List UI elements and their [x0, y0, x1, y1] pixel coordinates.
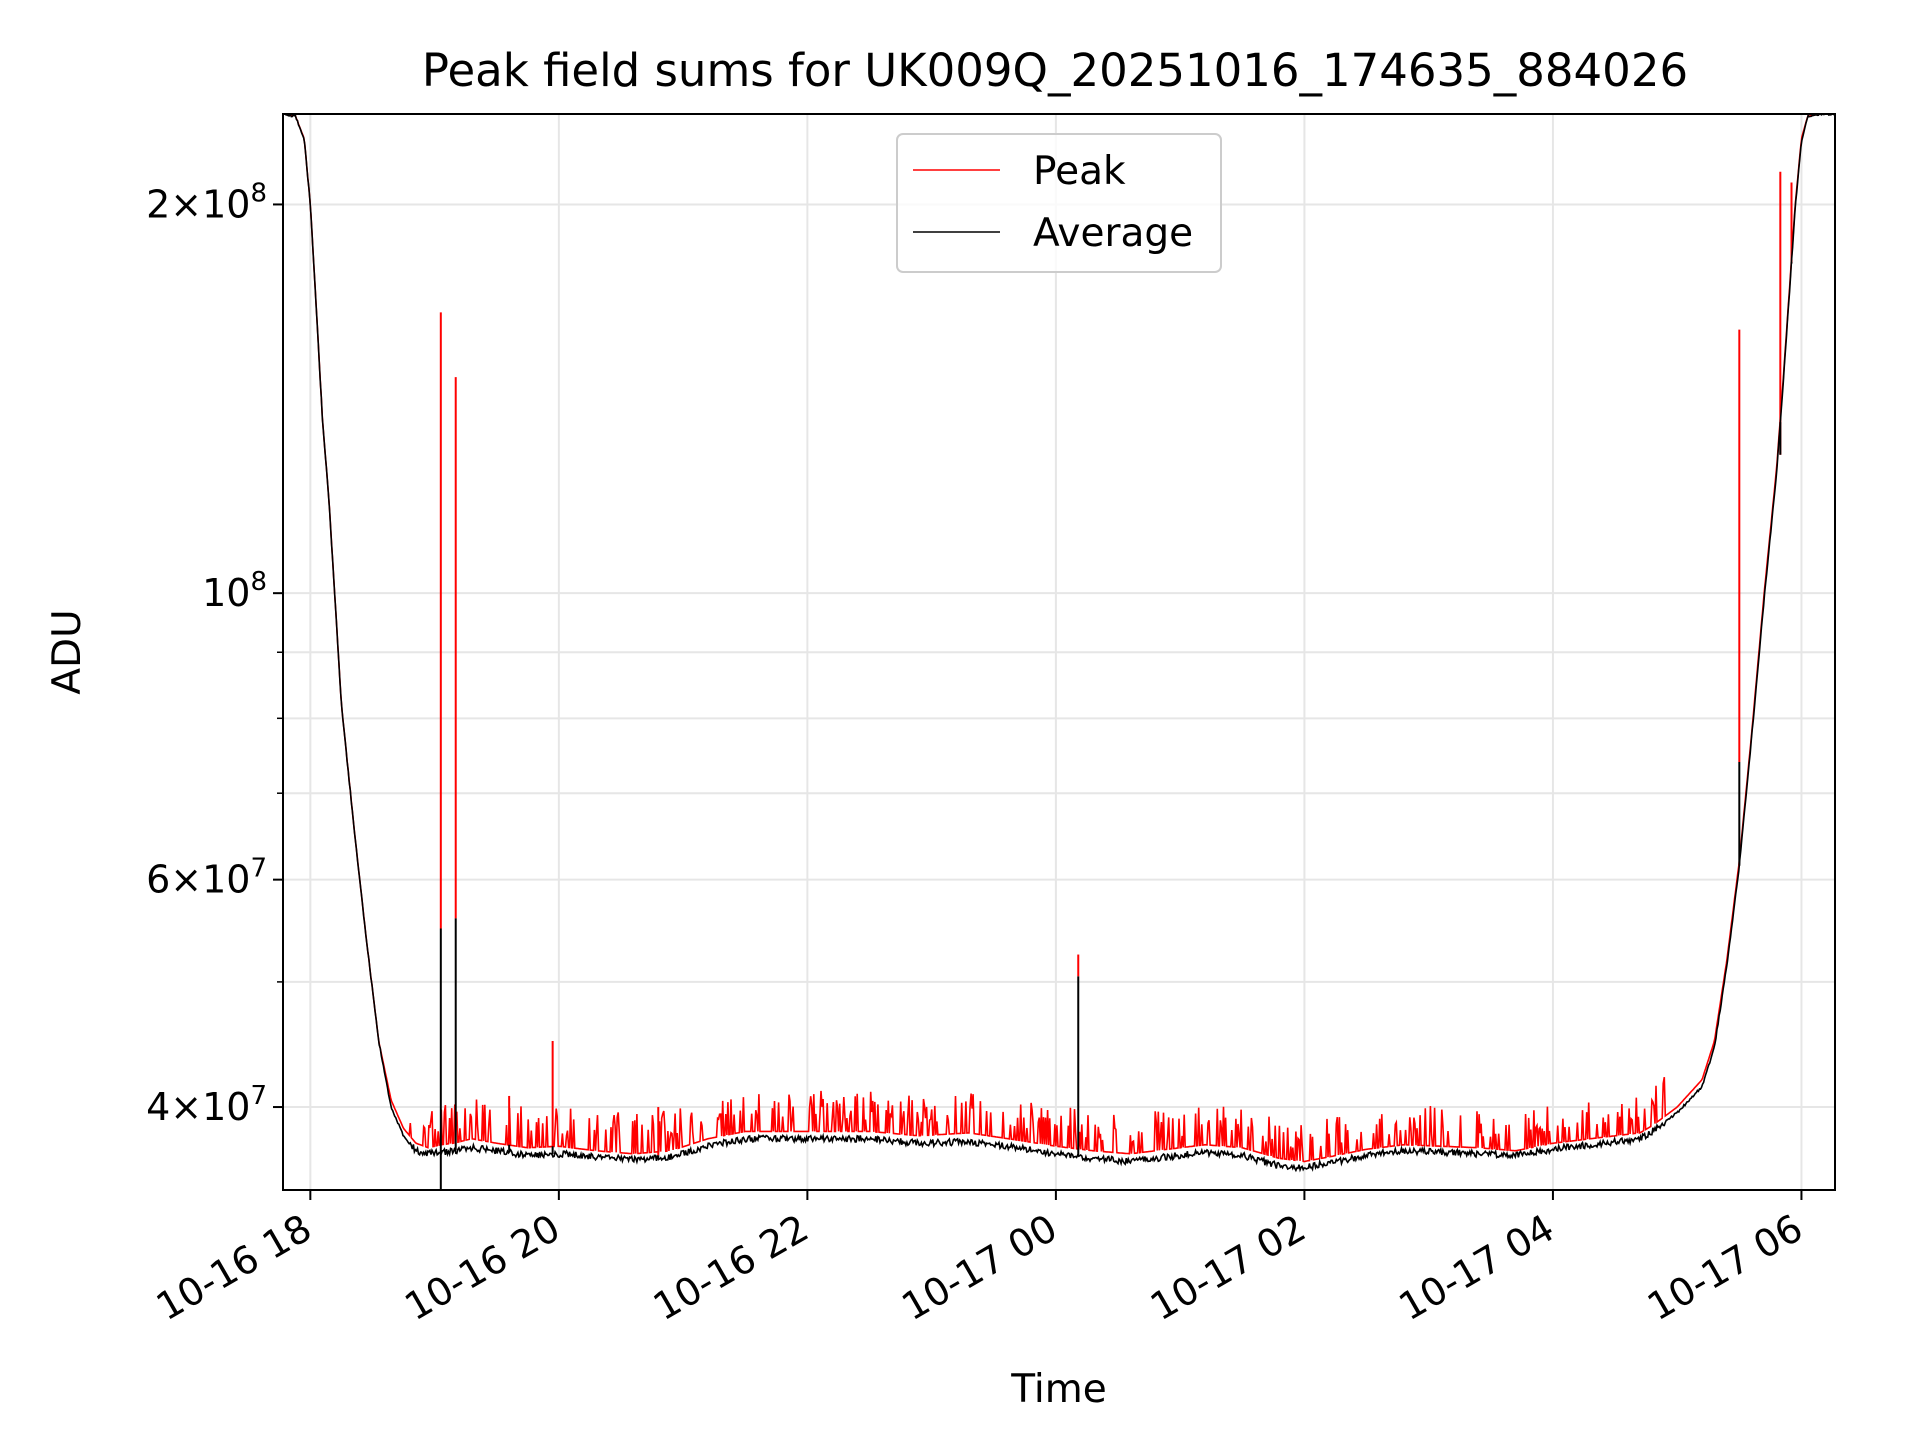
legend-average-label: Average [1033, 211, 1193, 256]
plot-area [283, 114, 1835, 1190]
y-tick-label: 4×107 [146, 1081, 267, 1129]
y-tick-label: 6×107 [146, 854, 267, 902]
x-axis-label: Time [1010, 1367, 1106, 1412]
average-series-line [283, 114, 1835, 1173]
y-tick-label: 108 [202, 567, 267, 615]
legend: Peak Average [896, 133, 1222, 273]
y-axis-label: ADU [45, 609, 90, 694]
legend-box [896, 133, 1222, 273]
peak-series-line [283, 114, 1835, 1163]
legend-peak-label: Peak [1033, 149, 1126, 194]
y-tick-label: 2×108 [146, 178, 267, 226]
chart-title: Peak field sums for UK009Q_20251016_1746… [422, 44, 1688, 97]
